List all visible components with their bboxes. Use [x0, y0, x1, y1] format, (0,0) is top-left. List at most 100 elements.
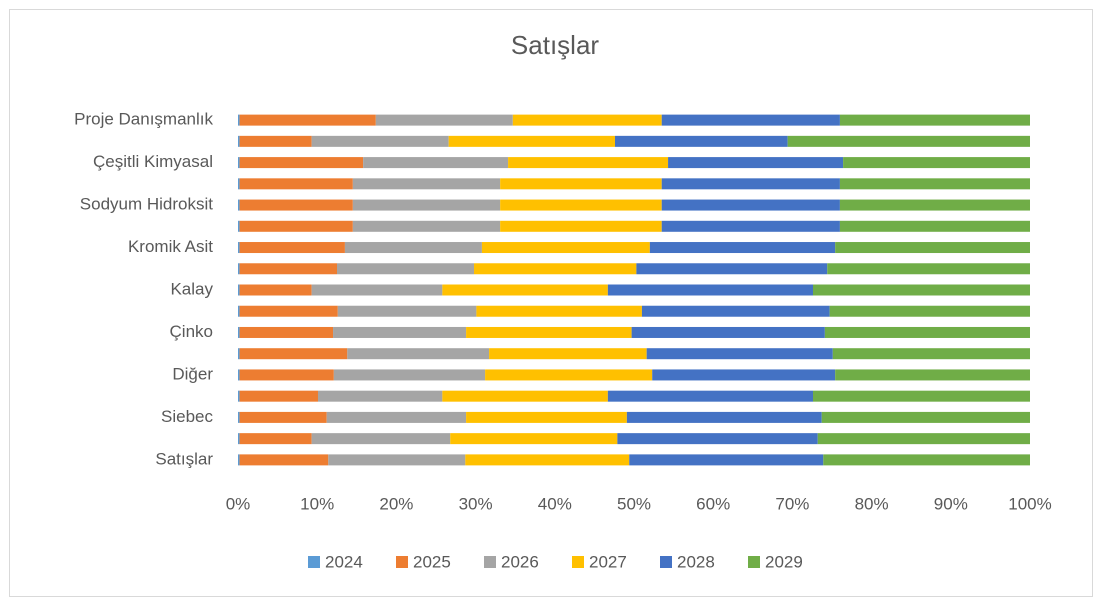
- bar-segment: [465, 454, 630, 466]
- x-tick-label: 30%: [459, 494, 493, 513]
- bar-segment: [238, 433, 240, 445]
- x-tick-label: 80%: [855, 494, 889, 513]
- y-tick-label: Proje Danışmanlık: [74, 110, 213, 129]
- bar-segment: [839, 220, 1030, 232]
- y-tick-label: Siebec: [161, 407, 213, 426]
- bar-segment: [661, 220, 840, 232]
- legend-swatch: [484, 556, 496, 568]
- bar-segment: [835, 242, 1030, 254]
- bar-segment: [333, 326, 467, 338]
- bar-segment: [466, 411, 627, 423]
- bar-segment: [668, 157, 844, 169]
- bar-segment: [317, 390, 443, 402]
- bar-segment: [239, 135, 312, 147]
- chart-border: [9, 9, 1093, 597]
- bar-segment: [617, 433, 818, 445]
- legend-swatch: [308, 556, 320, 568]
- bar-segment: [636, 263, 828, 275]
- bar-segment: [238, 157, 240, 169]
- bar-segment: [448, 135, 615, 147]
- legend-swatch: [572, 556, 584, 568]
- legend-label: 2029: [765, 552, 803, 571]
- bar-segment: [311, 284, 443, 296]
- bar-segment: [344, 242, 482, 254]
- bar-segment: [649, 242, 836, 254]
- legend-label: 2028: [677, 552, 715, 571]
- bar-segment: [239, 157, 364, 169]
- bar-segment: [238, 284, 240, 296]
- y-tick-label: Sodyum Hidroksit: [80, 195, 213, 214]
- bar-segment: [466, 326, 632, 338]
- bar-segment: [347, 348, 490, 360]
- bar-segment: [238, 390, 240, 402]
- bar-segment: [239, 114, 376, 126]
- bar-segment: [337, 305, 477, 317]
- bar-segment: [661, 114, 840, 126]
- bar-segment: [485, 369, 653, 381]
- x-tick-label: 90%: [934, 494, 968, 513]
- bar-segment: [239, 326, 334, 338]
- bar-segment: [450, 433, 618, 445]
- y-tick-label: Diğer: [172, 364, 213, 383]
- x-tick-label: 100%: [1008, 494, 1051, 513]
- bar-segment: [607, 284, 813, 296]
- bar-segment: [629, 454, 824, 466]
- bar-segment: [363, 157, 509, 169]
- bar-segment: [352, 178, 501, 190]
- bar-segment: [311, 433, 451, 445]
- bar-segment: [843, 157, 1030, 169]
- bar-segment: [238, 114, 240, 126]
- legend-swatch: [396, 556, 408, 568]
- bar-segment: [489, 348, 647, 360]
- bar-segment: [333, 369, 486, 381]
- bar-segment: [238, 242, 240, 254]
- bar-segment: [661, 199, 840, 211]
- bar-segment: [238, 411, 240, 423]
- bar-segment: [239, 454, 329, 466]
- bar-segment: [500, 199, 662, 211]
- legend-label: 2024: [325, 552, 363, 571]
- bar-segment: [835, 369, 1030, 381]
- x-tick-label: 70%: [775, 494, 809, 513]
- bar-segment: [239, 284, 312, 296]
- bar-segment: [821, 411, 1030, 423]
- bar-segment: [476, 305, 642, 317]
- bar-segment: [239, 263, 337, 275]
- chart-title: Satışlar: [511, 30, 599, 60]
- x-tick-label: 20%: [379, 494, 413, 513]
- bar-segment: [839, 114, 1030, 126]
- bar-segment: [328, 454, 466, 466]
- bar-segment: [824, 326, 1030, 338]
- bar-segment: [239, 220, 353, 232]
- bar-segment: [832, 348, 1030, 360]
- bar-segment: [238, 135, 240, 147]
- bar-segment: [238, 263, 240, 275]
- x-tick-label: 10%: [300, 494, 334, 513]
- bar-segment: [352, 199, 501, 211]
- x-tick-label: 0%: [226, 494, 251, 513]
- bar-segment: [829, 305, 1030, 317]
- bar-segment: [652, 369, 836, 381]
- bar-segment: [238, 348, 240, 360]
- bar-segment: [787, 135, 1030, 147]
- bar-segment: [646, 348, 833, 360]
- bar-segment: [238, 326, 240, 338]
- bar-segment: [238, 220, 240, 232]
- bar-segment: [352, 220, 501, 232]
- bar-segment: [239, 369, 334, 381]
- bar-segment: [812, 284, 1030, 296]
- bar-segment: [311, 135, 449, 147]
- bar-segment: [238, 305, 240, 317]
- y-tick-label: Satışlar: [155, 449, 213, 468]
- bar-segment: [238, 199, 240, 211]
- bar-segment: [337, 263, 475, 275]
- y-tick-label: Kalay: [170, 279, 213, 298]
- x-tick-label: 60%: [696, 494, 730, 513]
- bar-segment: [607, 390, 813, 402]
- legend-label: 2025: [413, 552, 451, 571]
- bar-segment: [512, 114, 662, 126]
- legend-swatch: [660, 556, 672, 568]
- x-tick-label: 40%: [538, 494, 572, 513]
- bar-segment: [839, 199, 1030, 211]
